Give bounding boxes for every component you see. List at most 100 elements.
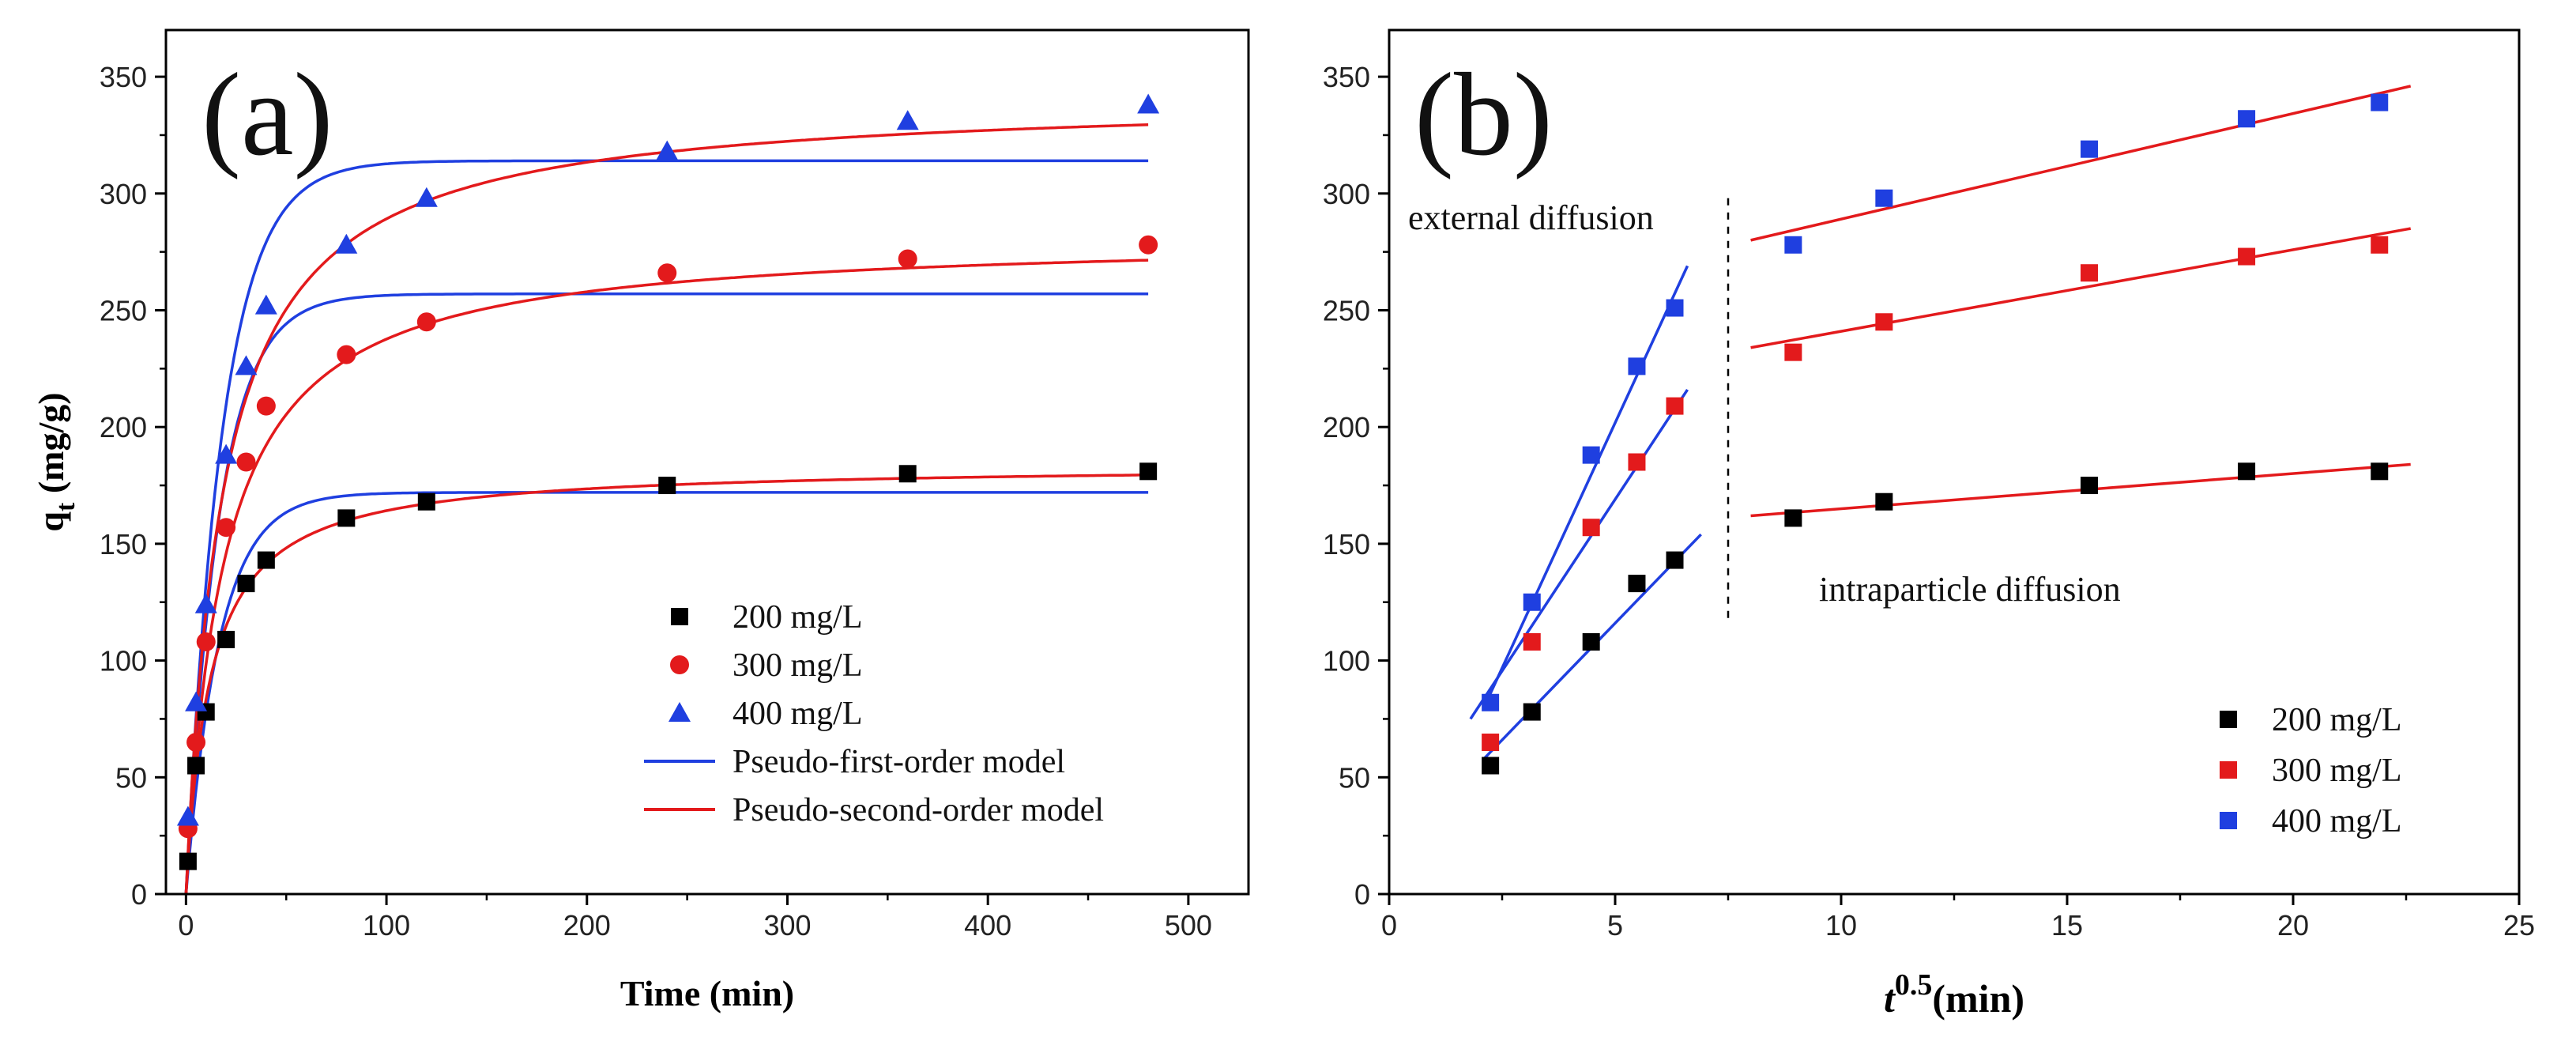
panel-b-data-point <box>1523 703 1541 721</box>
panel-a-label: (a) <box>201 49 333 180</box>
panel-a-y-axis-subscript: t <box>51 502 81 511</box>
panel-a-legend: 200 mg/L 300 mg/L 400 mg/L Pseudo-first-ord… <box>644 599 1104 828</box>
panel-a-x-tick-label: 0 <box>178 909 194 941</box>
panel-b-data-point <box>1666 299 1684 317</box>
panel-a-x-tick-label: 400 <box>964 909 1011 941</box>
panel-a-data-points <box>176 93 1160 870</box>
panel-a-legend-label: Pseudo-second-order model <box>733 792 1104 828</box>
panel-b-x-axis-symbol: t <box>1884 976 1896 1021</box>
panel-b-data-point <box>1523 593 1541 611</box>
panel-a-y-tick-label: 0 <box>131 878 147 911</box>
panel-b-legend-label: 400 mg/L <box>2272 803 2402 840</box>
panel-a-data-point <box>898 249 917 269</box>
panel-a-data-point <box>417 492 435 511</box>
panel-b-label: (b) <box>1414 49 1553 180</box>
panel-a-legend-marker <box>671 608 688 625</box>
panel-a-data-point <box>179 852 197 870</box>
panel-b-data-point <box>1628 357 1646 375</box>
panel-b-x-tick-label: 15 <box>2051 909 2083 941</box>
panel-a-data-point <box>896 110 919 130</box>
panel-b-annotation-external: external diffusion <box>1408 198 1654 237</box>
panel-b-x-tick-label: 5 <box>1607 909 1623 941</box>
panel-b-data-point <box>2081 477 2099 495</box>
panel-a-legend-label: Pseudo-first-order model <box>733 744 1065 780</box>
panel-a-data-point <box>416 312 436 332</box>
panel-a-data-point <box>1139 235 1158 255</box>
panel-a-y-axis-title: qt (mg/g) <box>31 392 81 531</box>
panel-b-data-point <box>1482 757 1500 775</box>
panel-b-plot-frame <box>1388 28 2521 896</box>
panel-a-data-point <box>337 509 356 527</box>
panel-b-data-point <box>1666 551 1684 569</box>
panel-a-data-point <box>337 345 356 364</box>
panel-b-legend-label: 200 mg/L <box>2272 702 2402 738</box>
panel-a-x-tick-label: 100 <box>363 909 410 941</box>
panel-b-data-point <box>1875 313 1893 331</box>
panel-b-data-point <box>1784 236 1802 254</box>
panel-a-plot-frame <box>164 28 1250 896</box>
panel-b-data-point <box>1875 492 1893 511</box>
panel-a-x-axis-title: Time (min) <box>620 973 794 1013</box>
panel-a-data-point <box>335 233 358 254</box>
panel-a-y-tick-label: 100 <box>100 645 147 677</box>
panel-a-y-tick-label: 200 <box>100 411 147 443</box>
panel-a-y-tick-label: 350 <box>100 61 147 93</box>
panel-a-data-point <box>236 452 256 472</box>
panel-b-x-axis-superscript: 0.5 <box>1895 968 1933 1002</box>
panel-b-data-point <box>1628 453 1646 471</box>
panel-b-x-tick-label: 0 <box>1381 909 1397 941</box>
panel-a-data-point <box>196 632 216 651</box>
panel-b-data-point <box>2238 462 2256 481</box>
panel-b-x-tick-label: 10 <box>1825 909 1857 941</box>
panel-b-data-point <box>1784 343 1802 361</box>
panel-b-y-tick-label: 150 <box>1323 528 1370 560</box>
panel-b-legend-marker <box>2220 761 2237 779</box>
panel-b-data-point <box>1582 446 1600 464</box>
panel-b-y-tick-label: 250 <box>1323 294 1370 326</box>
panel-a-data-point <box>194 593 217 613</box>
panel-b-fit-line <box>1750 227 2412 349</box>
panel-a-data-point <box>256 396 276 416</box>
panel-b-y-tick-label: 300 <box>1323 178 1370 210</box>
panel-a-data-point <box>187 757 205 775</box>
panel-a-data-point <box>235 355 258 375</box>
panel-b-y-tick-label: 350 <box>1323 61 1370 93</box>
panel-b-data-point <box>1482 733 1500 751</box>
panel-a-y-tick-label: 300 <box>100 178 147 210</box>
panel-a-data-point <box>217 518 236 538</box>
panel-a-y-tick-label: 50 <box>115 761 147 794</box>
panel-b-legend-marker <box>2220 812 2237 829</box>
panel-b-y-tick-label: 0 <box>1354 878 1370 911</box>
panel-a-legend-label: 300 mg/L <box>733 647 863 684</box>
panel-b-x-tick-label: 25 <box>2503 909 2535 941</box>
panel-a-data-point <box>658 477 676 495</box>
panel-b-y-tick-label: 200 <box>1323 411 1370 443</box>
panel-b-y-tick-label: 50 <box>1339 761 1370 794</box>
panel-a-legend-label: 200 mg/L <box>733 599 863 636</box>
panel-b-data-point <box>1666 397 1684 415</box>
panel-b-data-point <box>1628 575 1646 593</box>
panel-a-data-point <box>186 732 206 752</box>
panel-b-data-point <box>1482 693 1500 711</box>
panel-a-y-axis-symbol: q <box>31 511 71 532</box>
panel-b-data-point <box>1582 519 1600 537</box>
panel-a-data-point <box>217 631 235 649</box>
panel-a-y-axis-units: (mg/g) <box>31 392 71 502</box>
panel-a-x-tick-label: 300 <box>763 909 811 941</box>
panel-a-data-point <box>254 294 277 315</box>
panel-b-data-point <box>2081 264 2099 282</box>
panel-a-data-point <box>656 140 679 160</box>
panel-b-data-points <box>1482 93 2389 775</box>
panel-a: 0 100 200 300 400 500 0 50 100 150 200 250 300 350 (a… <box>31 28 1250 1013</box>
panel-b-data-point <box>1875 189 1893 207</box>
panel-a-data-point <box>1137 93 1160 114</box>
panel-b-data-point <box>2371 93 2389 111</box>
panel-a-legend-marker <box>668 702 691 722</box>
panel-a-data-point <box>176 806 199 826</box>
panel-b-legend-label: 300 mg/L <box>2272 753 2402 789</box>
panel-b-x-axis-title: t0.5(min) <box>1884 968 2024 1021</box>
